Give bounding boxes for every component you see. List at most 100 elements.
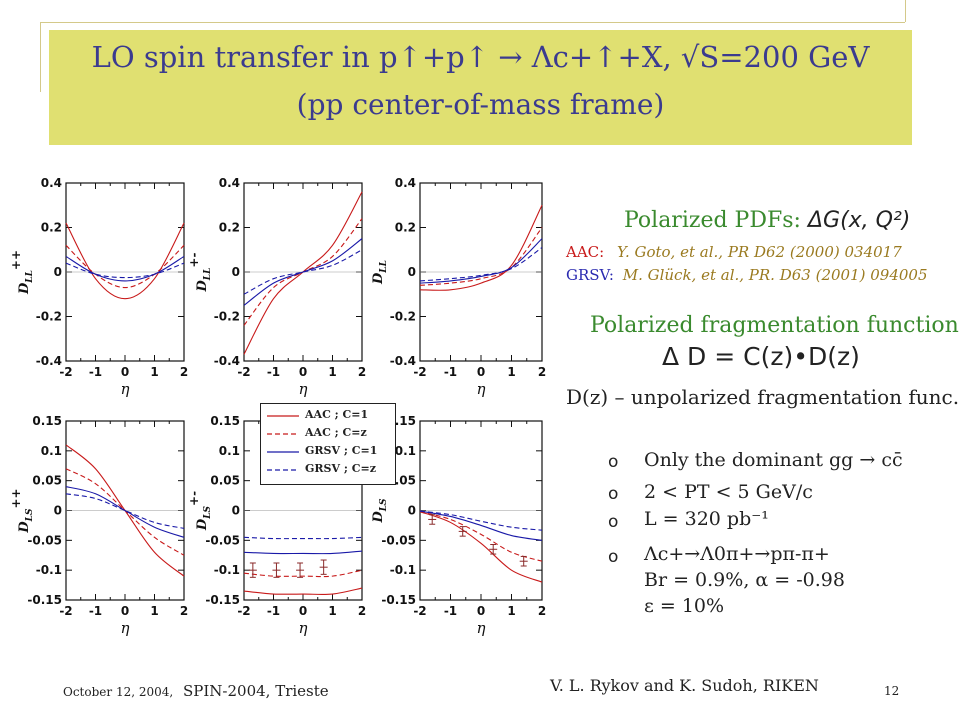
legend-entry: GRSV ; C=z <box>265 462 395 478</box>
x-tick-label: -2 <box>59 365 72 379</box>
series-line <box>243 587 363 596</box>
series-line <box>243 191 363 355</box>
series-line <box>243 550 363 555</box>
decorative-top-rule <box>40 22 905 23</box>
bullet-pt-range: 2 < PT < 5 GeV/c <box>644 481 813 503</box>
y-tick-label: -0.05 <box>381 533 416 547</box>
y-tick-label: -0.1 <box>390 563 416 577</box>
footer-authors: V. L. Rykov and K. Sudoh, RIKEN <box>550 676 819 695</box>
page-subtitle: (pp center-of-mass frame) <box>296 88 665 121</box>
x-tick-label: -1 <box>267 365 280 379</box>
series-line <box>65 262 185 279</box>
grsv-reference: GRSV: M. Glück, et al., PR. D63 (2001) 0… <box>566 266 928 284</box>
y-tick-label: -0.15 <box>205 593 240 607</box>
y-tick-label: -0.2 <box>214 310 240 324</box>
bullet-luminosity: L = 320 pb⁻¹ <box>644 508 769 530</box>
y-axis-label: DLS++ <box>9 488 35 533</box>
page-number: 12 <box>884 684 900 698</box>
x-tick-label: -1 <box>89 604 102 618</box>
y-tick-label: 0 <box>54 504 62 518</box>
footer-date: October 12, 2004, <box>63 685 174 699</box>
title-banner: LO spin transfer in p↑+p↑ → Λc+↑+X, √S=2… <box>49 30 912 145</box>
y-tick-label: 0 <box>408 504 416 518</box>
bullet-marker: o <box>608 484 619 504</box>
series-line <box>419 510 543 541</box>
chart-panel-4: -2 -1 0 1 2 -0.15 -0.1 -0.05 0 0.05 0.1 0.15 η DLS++ <box>9 414 188 637</box>
page-title: LO spin transfer in p↑+p↑ → Λc+↑+X, √S=2… <box>91 40 870 74</box>
pdf-heading: Polarized PDFs: ΔG(x, Q²) <box>624 208 911 233</box>
x-tick-label: -2 <box>413 365 426 379</box>
x-tick-label: 1 <box>507 365 515 379</box>
legend-label: GRSV ; C=1 <box>305 444 378 457</box>
y-tick-label: -0.1 <box>36 563 62 577</box>
series-line <box>419 205 543 291</box>
legend: AAC ; C=1 AAC ; C=z GRSV ; C=1 GRSV ; C=… <box>260 403 396 485</box>
x-axis-label: η <box>121 380 130 398</box>
bullet-marker: o <box>608 512 619 532</box>
y-tick-label: 0.05 <box>32 474 62 488</box>
x-tick-label: 0 <box>299 365 307 379</box>
y-axis-label: DLS+- <box>187 491 213 531</box>
x-tick-label: 2 <box>358 604 366 618</box>
series-line <box>65 493 185 529</box>
y-tick-label: 0 <box>232 265 240 279</box>
y-tick-label: -0.15 <box>381 593 416 607</box>
y-axis-label: DLL <box>371 260 389 285</box>
fragmentation-formula: Δ D = C(z)•D(z) <box>662 342 860 371</box>
x-tick-label: -2 <box>237 365 250 379</box>
y-tick-label: -0.1 <box>214 563 240 577</box>
y-tick-label: -0.05 <box>205 533 240 547</box>
y-tick-label: 0.4 <box>219 176 240 190</box>
x-axis-label: η <box>477 380 486 398</box>
y-tick-label: 0.2 <box>41 221 62 235</box>
x-tick-label: 1 <box>507 604 515 618</box>
series-line <box>419 247 543 282</box>
series-line <box>243 238 363 306</box>
y-tick-label: -0.2 <box>36 310 62 324</box>
x-tick-label: 2 <box>180 604 188 618</box>
y-axis-label: DLS <box>371 498 389 524</box>
x-tick-label: 2 <box>538 604 546 618</box>
x-tick-label: -2 <box>237 604 250 618</box>
y-tick-label: 0 <box>54 265 62 279</box>
y-tick-label: -0.2 <box>390 310 416 324</box>
y-tick-label: 0 <box>232 504 240 518</box>
x-tick-label: -1 <box>444 365 457 379</box>
series-line <box>419 227 543 286</box>
legend-label: AAC ; C=z <box>305 426 367 439</box>
series-line <box>65 222 185 300</box>
series-line <box>65 255 185 282</box>
y-tick-label: 0.15 <box>32 414 62 428</box>
series-line <box>419 511 543 562</box>
aac-reference: AAC: Y. Goto, et al., PR D62 (2000) 0340… <box>566 243 902 261</box>
decorative-left-rule <box>40 22 41 92</box>
x-tick-label: 1 <box>150 365 158 379</box>
grsv-label: GRSV: <box>566 266 614 284</box>
y-tick-label: -0.05 <box>27 533 62 547</box>
x-tick-label: 1 <box>328 604 336 618</box>
x-tick-label: -1 <box>444 604 457 618</box>
y-axis-label: DLL+- <box>187 253 213 293</box>
x-tick-label: 1 <box>328 365 336 379</box>
y-tick-label: 0.15 <box>210 414 240 428</box>
y-tick-label: -0.4 <box>214 354 240 368</box>
y-tick-label: 0.1 <box>395 444 416 458</box>
y-tick-label: -0.4 <box>390 354 416 368</box>
series-line <box>419 511 543 583</box>
aac-ref-text: Y. Goto, et al., PR D62 (2000) 034017 <box>616 243 902 261</box>
x-tick-label: 0 <box>121 365 129 379</box>
bullet-decay-chain: Λc+→Λ0π+→pπ-π+ <box>644 543 830 565</box>
x-tick-label: 2 <box>358 365 366 379</box>
y-tick-label: 0 <box>408 265 416 279</box>
series-line <box>65 486 185 538</box>
series-line <box>243 536 363 540</box>
x-axis-label: η <box>299 380 308 398</box>
series-line <box>65 468 185 556</box>
y-tick-label: -0.4 <box>36 354 62 368</box>
unpolarized-line: D(z) – unpolarized fragmentation func. <box>566 385 960 409</box>
footer-conference: SPIN-2004, Trieste <box>183 682 329 700</box>
series-line <box>243 249 363 295</box>
y-tick-label: 0.4 <box>395 176 416 190</box>
